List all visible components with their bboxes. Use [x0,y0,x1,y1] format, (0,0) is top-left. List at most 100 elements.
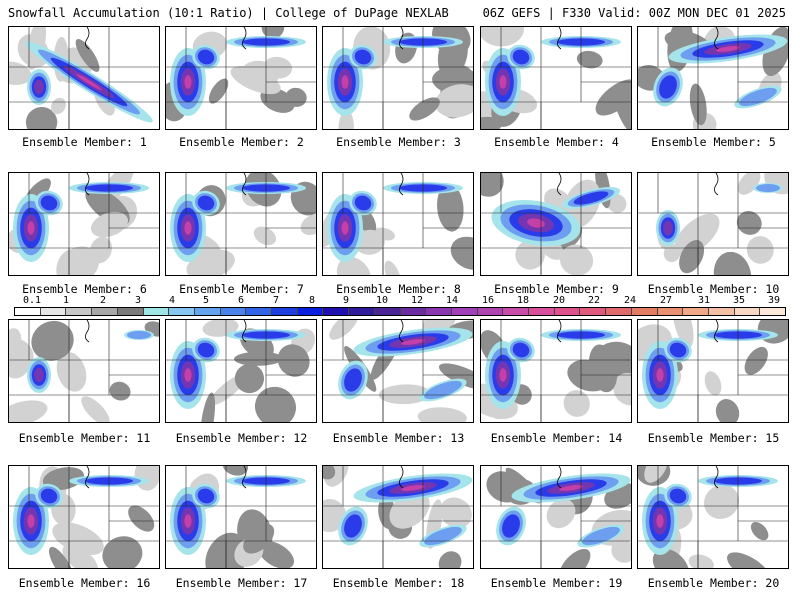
colorbar-label: 6 [237,295,245,306]
river-line [399,466,404,489]
member-number: 6 [132,282,147,296]
colorbar-label: 5 [202,295,210,306]
light-snow-area [200,392,216,422]
light-snow-area [202,320,239,337]
member-caption: Ensemble Member: [336,282,447,296]
colorbar-swatch [15,308,41,315]
colorbar-swatch [708,308,735,315]
colorbar-swatch [92,308,118,315]
snowfall-contour [34,79,44,95]
ensemble-member-label: Ensemble Member: 16 [6,576,163,590]
light-snow-area [559,548,591,568]
river-line [714,27,719,50]
member-number: 12 [286,431,308,445]
snowfall-map-svg [638,173,788,275]
light-snow-area [439,497,472,529]
river-line [557,27,562,50]
colorbar-label: 35 [732,295,746,306]
member-number: 17 [286,576,308,590]
member-number: 7 [289,282,304,296]
light-snow-area [102,536,143,568]
river-line [242,173,247,196]
ensemble-member-label: Ensemble Member: 9 [478,282,635,296]
snowfall-contour [659,75,677,99]
light-snow-area [409,97,440,121]
snowfall-contour [197,195,215,211]
river-line [399,27,404,50]
snowfall-map-svg [166,173,316,275]
light-snow-area [234,363,265,394]
snowfall-contour [424,380,462,400]
member-caption: Ensemble Member: [22,135,133,149]
snowfall-contour [582,526,620,546]
colorbar-swatch [503,308,530,315]
light-snow-area [435,84,473,118]
member-number: 19 [601,576,623,590]
light-snow-area [746,236,774,264]
snowfall-contour [197,342,215,358]
ensemble-member-label: Ensemble Member: 13 [320,431,477,445]
colorbar-label: 7 [272,295,280,306]
river-line [399,320,404,343]
light-snow-area [750,521,769,541]
snowfall-map-svg [166,27,316,129]
light-snow-area [672,320,694,348]
member-caption: Ensemble Member: [332,431,444,445]
light-snow-area [384,260,402,275]
snowfall-contour [527,218,545,228]
snowfall-contour [184,514,192,528]
member-number: 15 [758,431,780,445]
ensemble-member-label: Ensemble Member: 7 [163,282,320,296]
colorbar-labels: 0.1 1 2 3 4 5 6 7 8 9 10 12 14 16 18 20 22 24 27 31 35 39 [14,295,786,307]
snowfall-contour [739,87,777,107]
ensemble-member-label: Ensemble Member: 4 [478,135,635,149]
river-line [557,320,562,343]
snowfall-contour [354,195,372,211]
map-title: Snowfall Accumulation (10:1 Ratio) | Col… [8,6,449,20]
member-caption: Ensemble Member: [651,135,762,149]
snowfall-map-svg [638,320,788,422]
ensemble-member-label: Ensemble Member: 8 [320,282,477,296]
member-number: 2 [289,135,304,149]
river-line [85,173,90,196]
colorbar-swatch [734,308,761,315]
colorbar-swatch [246,308,273,315]
light-snow-area [128,505,155,532]
colorbar-label: 0.1 [22,295,42,306]
light-snow-area [674,213,720,256]
light-snow-area [230,66,281,95]
colorbar-swatch [554,308,581,315]
snowfall-contour [341,221,349,235]
snowfall-contour [27,221,35,235]
river-line [557,466,562,489]
light-snow-area [277,344,310,377]
colorbar-swatch [66,308,93,315]
ensemble-member-map [480,319,632,423]
ensemble-member-label: Ensemble Member: 10 [635,282,792,296]
snowfall-map-svg [323,466,473,568]
ensemble-member-label: Ensemble Member: 11 [6,431,163,445]
member-caption: Ensemble Member: [494,282,605,296]
river-line [85,320,90,343]
ensemble-member-label: Ensemble Member: 20 [635,576,792,590]
colorbar-swatch [631,308,658,315]
light-snow-area [261,27,285,39]
colorbar-label: 2 [99,295,107,306]
ensemble-member-map [322,26,474,130]
ensemble-member-map [8,172,160,276]
light-snow-area [9,400,48,422]
member-caption: Ensemble Member: [336,135,447,149]
member-number: 20 [758,576,780,590]
colorbar-label: 4 [168,295,176,306]
ensemble-member-label: Ensemble Member: 15 [635,431,792,445]
colorbar-swatch [426,308,452,315]
member-number: 16 [129,576,151,590]
colorbar-label: 20 [552,295,566,306]
colorbar-swatch [477,308,504,315]
colorbar-label: 31 [697,295,711,306]
snowfall-contour [184,75,192,89]
light-snow-area [222,466,249,476]
ensemble-member-label: Ensemble Member: 5 [635,135,792,149]
colorbar-label: 14 [445,295,459,306]
river-line [714,173,719,196]
